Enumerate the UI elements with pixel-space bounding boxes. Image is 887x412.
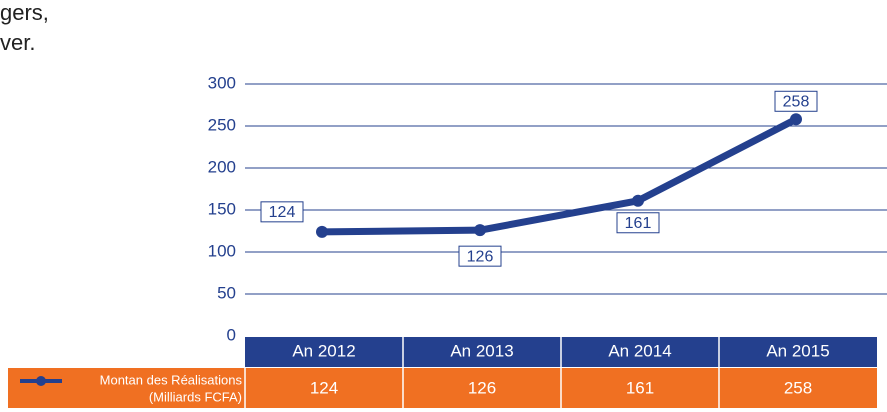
data-label-box [616,212,660,234]
point [632,194,644,207]
x-tick-label: An 2012 [292,341,355,360]
point [474,224,486,237]
point [790,113,802,126]
table-value: 126 [468,378,496,397]
series-line [321,116,798,236]
table-value: 124 [310,378,338,397]
data-label: 126 [467,248,494,265]
y-tick-label: 300 [208,73,236,92]
data-label-box [260,201,304,223]
x-tick-label: An 2014 [608,341,671,360]
x-tick-label: An 2013 [450,341,513,360]
legend-label: Montan des Réalisations [100,372,243,387]
legend-marker [36,376,46,386]
table-value: 258 [784,378,812,397]
intro-text: ver. [0,30,35,55]
data-label-box [458,245,502,267]
table-value: 161 [626,378,654,397]
data-label-box [774,90,818,112]
data-label: 258 [783,93,810,110]
table-row [8,368,877,408]
intro-text: gers, [0,0,49,25]
legend-unit: (Milliards FCFA) [149,389,242,404]
y-tick-label: 0 [227,325,236,344]
y-tick-label: 100 [208,241,236,260]
y-tick-label: 250 [208,115,236,134]
y-tick-label: 150 [208,199,236,218]
data-label: 161 [625,215,652,232]
data-label: 124 [269,204,296,221]
point [316,225,328,238]
y-tick-label: 200 [208,157,236,176]
y-tick-label: 50 [217,283,236,302]
x-tick-label: An 2015 [766,341,829,360]
